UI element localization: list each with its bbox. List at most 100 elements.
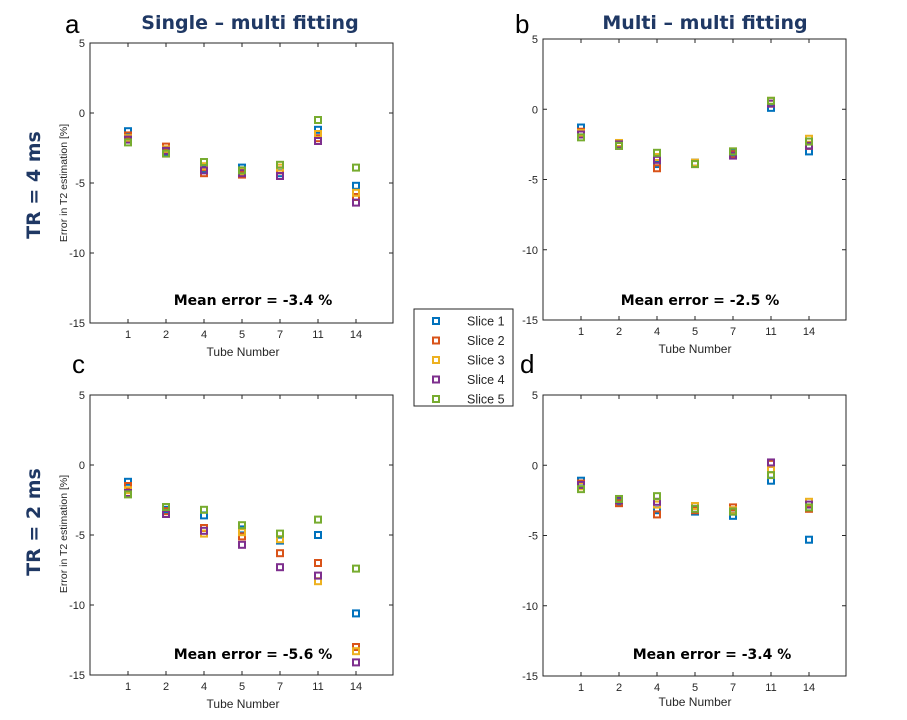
panel-letter: b [515, 9, 529, 39]
data-point [577, 133, 585, 142]
data-point [314, 125, 322, 134]
data-point [352, 188, 360, 197]
legend-label: Slice 2 [467, 334, 505, 348]
legend-marker [432, 375, 440, 384]
data-point [653, 510, 661, 519]
data-point [200, 162, 208, 171]
data-point [276, 549, 284, 558]
data-point [805, 535, 813, 544]
data-point [276, 160, 284, 169]
legend-marker [432, 317, 440, 325]
data-point [352, 198, 360, 207]
y-tick-label: 5 [79, 38, 85, 50]
data-point [276, 529, 284, 538]
plot-area [542, 394, 847, 677]
x-tick-label: 2 [616, 326, 622, 338]
y-tick-label: 0 [532, 104, 538, 116]
data-point [314, 116, 322, 124]
y-tick-label: -15 [522, 315, 538, 327]
data-point [352, 163, 360, 172]
row-title-top: TR = 4 ms [23, 131, 45, 239]
y-tick-label: -10 [69, 600, 85, 612]
data-point [653, 155, 661, 164]
y-tick-label: 5 [79, 390, 85, 402]
y-tick-label: 0 [79, 108, 85, 120]
y-tick-label: 5 [532, 34, 538, 46]
data-point [352, 658, 360, 667]
x-tick-label: 7 [277, 681, 283, 693]
x-tick-label: 5 [239, 681, 245, 693]
data-point [653, 148, 661, 157]
x-tick-label: 1 [125, 681, 131, 693]
data-point [767, 471, 775, 480]
data-point [729, 147, 737, 156]
legend-label: Slice 4 [467, 373, 505, 387]
y-tick-label: 0 [532, 460, 538, 472]
data-point [276, 172, 284, 180]
panel-letter: d [520, 349, 534, 379]
y-tick-label: -15 [69, 318, 85, 330]
x-tick-label: 1 [125, 329, 131, 341]
data-point [200, 166, 208, 175]
data-point [314, 531, 322, 539]
y-tick-label: -5 [528, 531, 538, 543]
y-tick-label: -10 [69, 248, 85, 260]
legend-marker [432, 336, 440, 345]
data-point [352, 643, 360, 651]
column-title-left: Single – multi fitting [141, 12, 358, 34]
data-point [805, 141, 813, 150]
data-point [200, 505, 208, 514]
data-point [352, 647, 360, 656]
x-tick-label: 7 [730, 326, 736, 338]
data-point [767, 103, 775, 112]
y-tick-label: 0 [79, 460, 85, 472]
mean-error-label: Mean error = -5.6 % [174, 647, 333, 663]
legend-marker [432, 395, 440, 403]
data-point [314, 559, 322, 567]
legend-box [413, 308, 514, 407]
data-point [238, 521, 246, 530]
y-tick-label: -5 [75, 178, 85, 190]
y-axis-label: Error in T2 estimation [%] [58, 124, 70, 242]
x-axis-label: Tube Number [659, 695, 732, 709]
data-point [314, 137, 322, 145]
plot-area [542, 38, 847, 321]
data-point [162, 149, 170, 158]
y-tick-label: -15 [522, 671, 538, 683]
data-point [653, 492, 661, 501]
y-tick-label: -10 [522, 601, 538, 613]
x-tick-label: 11 [312, 329, 323, 341]
x-axis-label: Tube Number [659, 342, 732, 356]
column-title-right: Multi – multi fitting [602, 12, 807, 34]
data-point [124, 138, 132, 147]
data-point [653, 160, 661, 169]
y-tick-label: -5 [528, 175, 538, 187]
data-point [805, 137, 813, 146]
data-point [729, 507, 737, 516]
data-point [767, 458, 775, 467]
plot-area [89, 42, 394, 324]
x-tick-label: 7 [730, 682, 736, 694]
mean-error-label: Mean error = -2.5 % [621, 293, 780, 309]
panel-letter: a [65, 9, 80, 39]
panel-letter: c [72, 349, 85, 379]
legend-marker [432, 356, 440, 364]
row-title-bottom: TR = 2 ms [23, 468, 45, 576]
x-tick-label: 1 [578, 326, 584, 338]
x-tick-label: 14 [803, 682, 815, 694]
x-tick-label: 7 [277, 329, 283, 341]
data-point [691, 160, 699, 169]
x-tick-label: 11 [765, 682, 776, 694]
data-point [805, 503, 813, 512]
data-point [615, 494, 623, 503]
data-point [691, 504, 699, 513]
data-point [314, 515, 322, 524]
legend: Slice 1 Slice 2 Slice 3 Slice 4 Slice 5 [413, 308, 514, 407]
y-tick-label: -10 [522, 245, 538, 257]
data-point [162, 503, 170, 511]
data-point [767, 96, 775, 105]
x-tick-label: 11 [312, 681, 323, 693]
